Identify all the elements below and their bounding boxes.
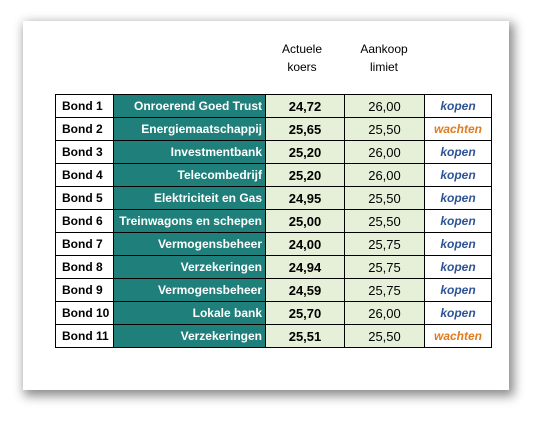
- purchase-limit-cell[interactable]: 25,75: [344, 232, 425, 256]
- bond-name-cell[interactable]: Bond 7: [55, 232, 114, 256]
- bond-name-cell[interactable]: Bond 10: [55, 301, 114, 325]
- bond-name-cell[interactable]: Bond 9: [55, 278, 114, 302]
- action-cell[interactable]: kopen: [424, 186, 492, 210]
- table-row: Bond 8 Verzekeringen 24,94 25,75 kopen: [55, 255, 492, 279]
- bond-name-cell[interactable]: Bond 6: [55, 209, 114, 233]
- purchase-limit-cell[interactable]: 25,75: [344, 255, 425, 279]
- action-cell[interactable]: kopen: [424, 163, 492, 187]
- current-price-cell[interactable]: 24,95: [265, 186, 345, 210]
- action-cell[interactable]: wachten: [424, 117, 492, 141]
- action-cell[interactable]: kopen: [424, 278, 492, 302]
- current-price-cell[interactable]: 25,51: [265, 324, 345, 348]
- bond-name-cell[interactable]: Bond 5: [55, 186, 114, 210]
- current-price-cell[interactable]: 25,70: [265, 301, 345, 325]
- table-row: Bond 9 Vermogensbeheer 24,59 25,75 kopen: [55, 278, 492, 302]
- current-price-cell[interactable]: 25,65: [265, 117, 345, 141]
- table-row: Bond 7 Vermogensbeheer 24,00 25,75 kopen: [55, 232, 492, 256]
- sector-cell[interactable]: Verzekeringen: [113, 255, 266, 279]
- sector-cell[interactable]: Elektriciteit en Gas: [113, 186, 266, 210]
- action-cell[interactable]: kopen: [424, 232, 492, 256]
- purchase-limit-cell[interactable]: 26,00: [344, 94, 425, 118]
- purchase-limit-cell[interactable]: 25,50: [344, 324, 425, 348]
- purchase-limit-cell[interactable]: 26,00: [344, 140, 425, 164]
- bonds-table: Bond 1 Onroerend Goed Trust 24,72 26,00 kope…: [55, 94, 492, 348]
- action-cell[interactable]: wachten: [424, 324, 492, 348]
- bond-name-cell[interactable]: Bond 4: [55, 163, 114, 187]
- bond-name-cell[interactable]: Bond 11: [55, 324, 114, 348]
- sector-cell[interactable]: Investmentbank: [113, 140, 266, 164]
- action-cell[interactable]: kopen: [424, 140, 492, 164]
- sector-cell[interactable]: Lokale bank: [113, 301, 266, 325]
- table-row: Bond 2 Energiemaatschappij 25,65 25,50 wacht…: [55, 117, 492, 141]
- current-price-cell[interactable]: 24,59: [265, 278, 345, 302]
- sector-cell[interactable]: Onroerend Goed Trust: [113, 94, 266, 118]
- current-price-cell[interactable]: 24,72: [265, 94, 345, 118]
- table-row: Bond 6 Treinwagons en schepen 25,00 25,50 ko…: [55, 209, 492, 233]
- sector-cell[interactable]: Verzekeringen: [113, 324, 266, 348]
- purchase-limit-cell[interactable]: 25,75: [344, 278, 425, 302]
- purchase-limit-cell[interactable]: 26,00: [344, 301, 425, 325]
- table-row: Bond 11 Verzekeringen 25,51 25,50 wachten: [55, 324, 492, 348]
- bond-name-cell[interactable]: Bond 8: [55, 255, 114, 279]
- header-limiet-line1: Aankoop: [360, 42, 408, 56]
- table-row: Bond 3 Investmentbank 25,20 26,00 kopen: [55, 140, 492, 164]
- purchase-limit-cell[interactable]: 26,00: [344, 163, 425, 187]
- action-cell[interactable]: kopen: [424, 209, 492, 233]
- header-koers-line2: koers: [287, 60, 317, 74]
- current-price-cell[interactable]: 25,00: [265, 209, 345, 233]
- action-cell[interactable]: kopen: [424, 301, 492, 325]
- bond-name-cell[interactable]: Bond 1: [55, 94, 114, 118]
- header-actuele-koers: Actuele koers: [277, 40, 327, 76]
- table-row: Bond 10 Lokale bank 25,70 26,00 kopen: [55, 301, 492, 325]
- table-row: Bond 5 Elektriciteit en Gas 24,95 25,50 kope…: [55, 186, 492, 210]
- sector-cell[interactable]: Energiemaatschappij: [113, 117, 266, 141]
- purchase-limit-cell[interactable]: 25,50: [344, 186, 425, 210]
- action-cell[interactable]: kopen: [424, 94, 492, 118]
- purchase-limit-cell[interactable]: 25,50: [344, 209, 425, 233]
- current-price-cell[interactable]: 25,20: [265, 140, 345, 164]
- table-row: Bond 1 Onroerend Goed Trust 24,72 26,00 kope…: [55, 94, 492, 118]
- purchase-limit-cell[interactable]: 25,50: [344, 117, 425, 141]
- header-limiet-line2: limiet: [369, 60, 398, 74]
- sector-cell[interactable]: Vermogensbeheer: [113, 278, 266, 302]
- current-price-cell[interactable]: 24,94: [265, 255, 345, 279]
- header-koers-line1: Actuele: [281, 42, 323, 56]
- sector-cell[interactable]: Treinwagons en schepen: [113, 209, 266, 233]
- sector-cell[interactable]: Vermogensbeheer: [113, 232, 266, 256]
- header-aankoop-limiet: Aankoop limiet: [353, 40, 415, 76]
- action-cell[interactable]: kopen: [424, 255, 492, 279]
- spreadsheet-image: Actuele koers Aankoop limiet Bond 1 Onroe…: [23, 21, 509, 390]
- bond-name-cell[interactable]: Bond 2: [55, 117, 114, 141]
- sector-cell[interactable]: Telecombedrijf: [113, 163, 266, 187]
- bonds-table-body: Bond 1 Onroerend Goed Trust 24,72 26,00 kope…: [55, 94, 492, 348]
- table-row: Bond 4 Telecombedrijf 25,20 26,00 kopen: [55, 163, 492, 187]
- bond-name-cell[interactable]: Bond 3: [55, 140, 114, 164]
- current-price-cell[interactable]: 25,20: [265, 163, 345, 187]
- current-price-cell[interactable]: 24,00: [265, 232, 345, 256]
